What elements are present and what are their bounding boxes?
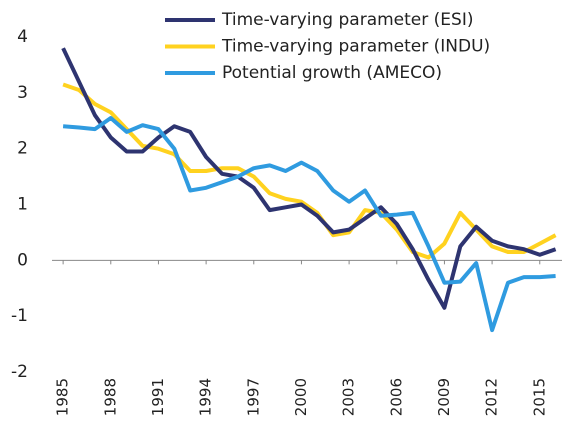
y-tick-label: 1	[17, 195, 28, 215]
x-tick-label: 2015	[530, 378, 548, 416]
x-tick-label: 1985	[54, 378, 72, 416]
series-line	[62, 116, 556, 333]
x-tick-label: 2006	[387, 378, 405, 416]
x-tick-label: 1997	[244, 378, 262, 416]
y-tick-label: -1	[11, 306, 28, 326]
x-tick-label: 2000	[292, 378, 310, 416]
y-tick-label: 0	[17, 250, 28, 270]
legend-label: Time-varying parameter (ESI)	[221, 10, 473, 30]
y-tick-label: 4	[17, 27, 28, 47]
series-line	[61, 47, 557, 310]
x-tick-label: 2009	[435, 378, 453, 416]
y-tick-label: -2	[11, 362, 28, 382]
x-tick-label: 1994	[197, 378, 215, 416]
x-tick-label: 1991	[149, 378, 167, 416]
x-tick-label: 1988	[101, 378, 119, 416]
x-tick-label: 2012	[483, 378, 501, 416]
legend-label: Time-varying parameter (INDU)	[221, 37, 490, 57]
series-line	[62, 82, 557, 260]
x-tick-label: 2003	[340, 378, 358, 416]
y-tick-label: 3	[17, 83, 28, 103]
y-tick-label: 2	[17, 139, 28, 159]
legend-label: Potential growth (AMECO)	[222, 63, 442, 83]
